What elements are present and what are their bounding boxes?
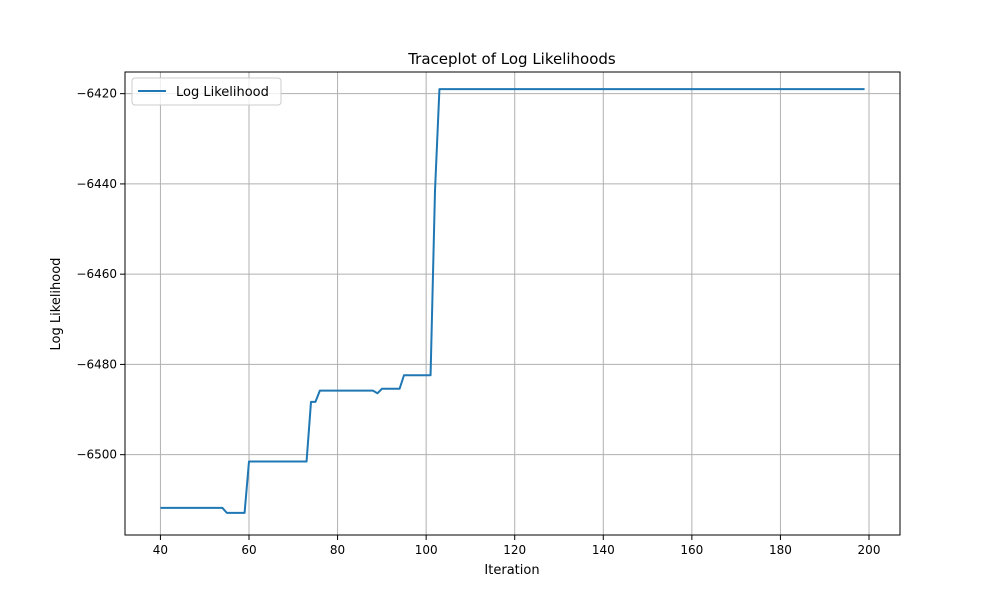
x-tick-label: 80 [330, 543, 345, 557]
x-tick-label: 180 [769, 543, 792, 557]
x-tick-label: 120 [503, 543, 526, 557]
legend-label-log-likelihood: Log Likelihood [176, 85, 269, 100]
x-axis-label: Iteration [484, 563, 539, 578]
chart-title: Traceplot of Log Likelihoods [407, 50, 616, 68]
y-axis-label: Log Likelihood [49, 258, 64, 351]
series-layer [160, 88, 865, 514]
y-tick-label: −6420 [76, 87, 117, 101]
legend: Log Likelihood [131, 77, 282, 106]
y-tick-label: −6500 [76, 448, 117, 462]
x-tick-label: 160 [680, 543, 703, 557]
y-tick-label: −6480 [76, 357, 117, 371]
plot-frame [124, 71, 901, 536]
grid-lines [125, 72, 900, 535]
x-tick-label: 140 [592, 543, 615, 557]
series-line-log-likelihood [160, 88, 865, 514]
y-tick-label: −6440 [76, 177, 117, 191]
x-tick-label: 100 [415, 543, 438, 557]
x-axis-ticks: 40 60 80 100 120 140 160 180 200 [153, 535, 881, 557]
y-axis-ticks: −6500 −6480 −6460 −6440 −6420 [76, 87, 125, 462]
legend-box [131, 77, 282, 106]
x-tick-label: 200 [858, 543, 881, 557]
y-tick-label: −6460 [76, 267, 117, 281]
x-tick-label: 40 [153, 543, 168, 557]
x-tick-label: 60 [241, 543, 256, 557]
